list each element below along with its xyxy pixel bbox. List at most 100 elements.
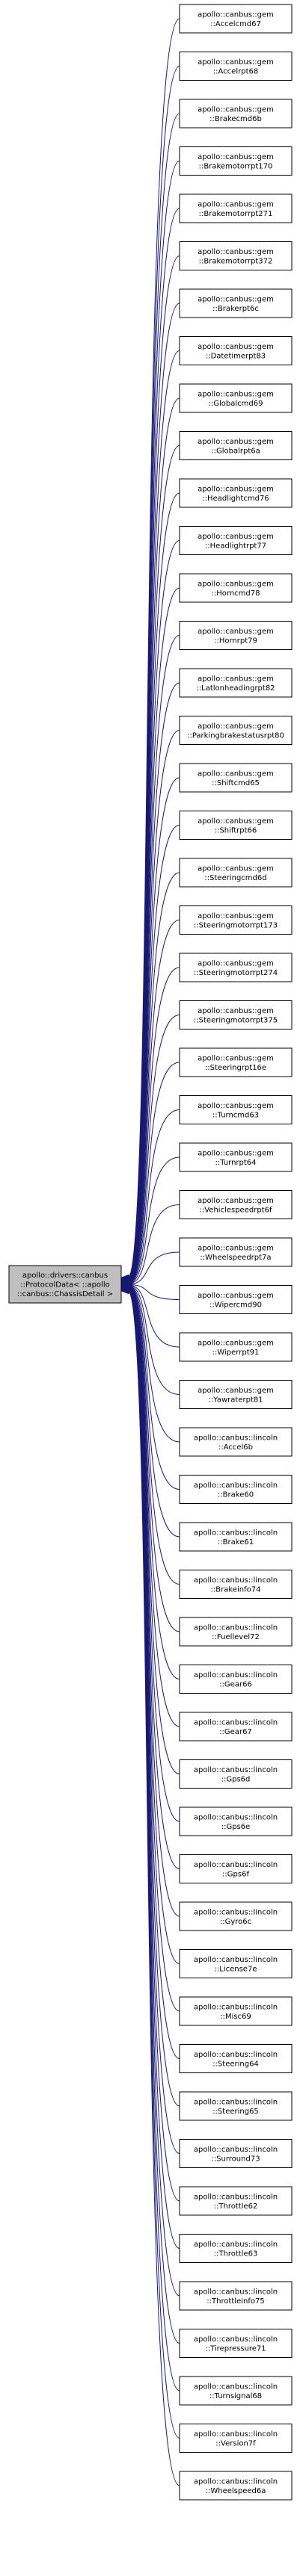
class-node-label-line-2: ::Turncmd63 <box>212 1111 259 1119</box>
class-node-gem-wipercmd90[interactable]: apollo::canbus::gem::Wipercmd90 <box>179 1285 293 1314</box>
class-node-gem-wiperrpt91[interactable]: apollo::canbus::gem::Wiperrpt91 <box>179 1332 293 1362</box>
class-node-label-line-2: ::Wipercmd90 <box>209 1301 262 1309</box>
class-node-gem-accelrpt68[interactable]: apollo::canbus::gem::Accelrpt68 <box>179 52 293 81</box>
class-node-label-line-2: ::Brake61 <box>218 1538 254 1546</box>
class-node-label-line-2: ::Headlightcmd76 <box>202 495 269 503</box>
class-node-lincoln-gear67[interactable]: apollo::canbus::lincoln::Gear67 <box>179 1712 293 1741</box>
class-node-gem-brakemotorrpt271[interactable]: apollo::canbus::gem::Brakemotorrpt271 <box>179 193 293 223</box>
class-node-gem-datetimerpt83[interactable]: apollo::canbus::gem::Datetimerpt83 <box>179 336 293 365</box>
class-node-lincoln-gps6e[interactable]: apollo::canbus::lincoln::Gps6e <box>179 1806 293 1836</box>
edge-lincoln-gps6e <box>127 1287 180 1822</box>
class-node-label-line-2: ::Brakemotorrpt170 <box>199 162 273 170</box>
class-node-gem-steeringmotorrpt375[interactable]: apollo::canbus::gem::Steeringmotorrpt375 <box>179 1000 293 1030</box>
class-node-gem-steeringmotorrpt274[interactable]: apollo::canbus::gem::Steeringmotorrpt274 <box>179 953 293 982</box>
class-node-label-line-1: apollo::canbus::gem <box>198 1054 274 1062</box>
edge-gem-vehiclespeedrpt6f <box>127 1204 180 1285</box>
class-node-lincoln-steering64[interactable]: apollo::canbus::lincoln::Steering64 <box>179 2044 293 2073</box>
class-node-label-line-1: apollo::canbus::gem <box>198 58 274 66</box>
class-node-label-line-1: apollo::canbus::gem <box>198 1244 274 1252</box>
class-node-gem-steeringmotorrpt173[interactable]: apollo::canbus::gem::Steeringmotorrpt173 <box>179 905 293 935</box>
edge-gem-wheelspeedrpt7a <box>127 1251 180 1285</box>
class-node-gem-parkingbrakestatusrpt80[interactable]: apollo::canbus::gem::Parkingbrakestatusr… <box>179 716 293 745</box>
class-node-box <box>179 1522 293 1552</box>
class-node-gem-brakemotorrpt170[interactable]: apollo::canbus::gem::Brakemotorrpt170 <box>179 146 293 176</box>
class-node-lincoln-brake60[interactable]: apollo::canbus::lincoln::Brake60 <box>179 1475 293 1504</box>
class-node-lincoln-license7e[interactable]: apollo::canbus::lincoln::License7e <box>179 1949 293 1978</box>
edge-gem-wiperrpt91 <box>127 1284 180 1348</box>
class-node-lincoln-gear66[interactable]: apollo::canbus::lincoln::Gear66 <box>179 1665 293 1694</box>
class-node-lincoln-misc69[interactable]: apollo::canbus::lincoln::Misc69 <box>179 1996 293 2026</box>
class-node-label-line-2: ::Shiftrpt66 <box>215 826 257 835</box>
class-node-lincoln-fuellevel72[interactable]: apollo::canbus::lincoln::Fuellevel72 <box>179 1617 293 1647</box>
class-node-label-line-2: ::Gear67 <box>219 1728 252 1736</box>
class-node-gem-horncmd78[interactable]: apollo::canbus::gem::Horncmd78 <box>179 573 293 603</box>
class-node-gem-globalcmd69[interactable]: apollo::canbus::gem::Globalcmd69 <box>179 383 293 413</box>
class-node-label-line-2: ::Steeringmotorrpt173 <box>194 921 278 929</box>
class-node-gem-turncmd63[interactable]: apollo::canbus::gem::Turncmd63 <box>179 1095 293 1124</box>
class-node-lincoln-throttle63[interactable]: apollo::canbus::lincoln::Throttle63 <box>179 2234 293 2263</box>
class-node-label-line-1: apollo::canbus::gem <box>198 912 274 920</box>
class-node-gem-brakemotorrpt372[interactable]: apollo::canbus::gem::Brakemotorrpt372 <box>179 241 293 270</box>
class-node-gem-brakerpt6c[interactable]: apollo::canbus::gem::Brakerpt6c <box>179 288 293 318</box>
class-node-gem-globalrpt6a[interactable]: apollo::canbus::gem::Globalrpt6a <box>179 431 293 460</box>
edge-gem-turnrpt64 <box>127 1157 180 1284</box>
class-node-label-line-1: apollo::canbus::lincoln <box>194 1671 278 1679</box>
class-node-lincoln-surround73[interactable]: apollo::canbus::lincoln::Surround73 <box>179 2139 293 2168</box>
class-node-label-line-2: ::Turnrpt64 <box>215 1159 256 1167</box>
class-node-box <box>179 858 293 888</box>
class-node-box <box>179 811 293 840</box>
class-node-lincoln-tirepressure71[interactable]: apollo::canbus::lincoln::Tirepressure71 <box>179 2329 293 2358</box>
class-node-label-line-1: apollo::canbus::gem <box>198 1387 274 1395</box>
class-node-lincoln-steering65[interactable]: apollo::canbus::lincoln::Steering65 <box>179 2091 293 2121</box>
class-node-gem-vehiclespeedrpt6f[interactable]: apollo::canbus::gem::Vehiclespeedrpt6f <box>179 1190 293 1219</box>
edge-lincoln-gear67 <box>127 1287 180 1727</box>
class-node-lincoln-brake61[interactable]: apollo::canbus::lincoln::Brake61 <box>179 1522 293 1552</box>
class-node-gem-steeringcmd6d[interactable]: apollo::canbus::gem::Steeringcmd6d <box>179 858 293 888</box>
class-node-label-line-2: ::Brakerpt6c <box>212 305 259 313</box>
class-node-label-line-1: apollo::canbus::gem <box>198 105 274 114</box>
class-node-gem-headlightrpt77[interactable]: apollo::canbus::gem::Headlightrpt77 <box>179 526 293 555</box>
class-node-box <box>179 621 293 650</box>
class-node-box <box>179 1475 293 1504</box>
class-node-gem-shiftcmd65[interactable]: apollo::canbus::gem::Shiftcmd65 <box>179 763 293 793</box>
class-node-label-line-1: apollo::canbus::lincoln <box>194 2003 278 2011</box>
class-node-box <box>179 1996 293 2026</box>
class-node-gem-hornrpt79[interactable]: apollo::canbus::gem::Hornrpt79 <box>179 621 293 650</box>
class-node-label-line-1: apollo::canbus::lincoln <box>194 1813 278 1821</box>
class-node-lincoln-throttle62[interactable]: apollo::canbus::lincoln::Throttle62 <box>179 2186 293 2216</box>
edge-lincoln-fuellevel72 <box>127 1286 180 1632</box>
class-node-lincoln-gyro6c[interactable]: apollo::canbus::lincoln::Gyro6c <box>179 1901 293 1931</box>
class-node-box <box>179 288 293 318</box>
class-node-gem-turnrpt64[interactable]: apollo::canbus::gem::Turnrpt64 <box>179 1142 293 1172</box>
class-node-label-line-1: apollo::canbus::lincoln <box>194 2335 278 2344</box>
class-node-gem-latlonheadingrpt82[interactable]: apollo::canbus::gem::Latlonheadingrpt82 <box>179 668 293 698</box>
class-node-gem-brakecmd6b[interactable]: apollo::canbus::gem::Brakecmd6b <box>179 99 293 129</box>
class-node-lincoln-brakeinfo74[interactable]: apollo::canbus::lincoln::Brakeinfo74 <box>179 1570 293 1599</box>
class-node-label-line-2: ::Datetimerpt83 <box>206 352 266 360</box>
class-node-gem-headlightcmd76[interactable]: apollo::canbus::gem::Headlightcmd76 <box>179 478 293 508</box>
base-class-node[interactable]: apollo::drivers::canbus::ProtocolData< :… <box>8 1265 122 1304</box>
edge-gem-steeringcmd6d <box>127 872 180 1283</box>
class-node-lincoln-gps6d[interactable]: apollo::canbus::lincoln::Gps6d <box>179 1759 293 1789</box>
class-node-lincoln-wheelspeed6a[interactable]: apollo::canbus::lincoln::Wheelspeed6a <box>179 2471 293 2501</box>
class-node-label-line-1: apollo::canbus::lincoln <box>194 2288 278 2296</box>
class-node-gem-yawraterpt81[interactable]: apollo::canbus::gem::Yawraterpt81 <box>179 1380 293 1409</box>
class-node-lincoln-version7f[interactable]: apollo::canbus::lincoln::Version7f <box>179 2424 293 2453</box>
class-node-box <box>179 99 293 129</box>
class-node-lincoln-gps6f[interactable]: apollo::canbus::lincoln::Gps6f <box>179 1854 293 1883</box>
class-node-lincoln-turnsignal68[interactable]: apollo::canbus::lincoln::Turnsignal68 <box>179 2376 293 2406</box>
class-node-label-line-2: ::Brakeinfo74 <box>211 1585 261 1594</box>
class-node-gem-steeringrpt16e[interactable]: apollo::canbus::gem::Steeringrpt16e <box>179 1047 293 1077</box>
class-node-gem-accelcmd67[interactable]: apollo::canbus::gem::Accelcmd67 <box>179 4 293 34</box>
class-node-label-line-1: apollo::canbus::lincoln <box>194 2383 278 2391</box>
class-node-lincoln-throttleinfo75[interactable]: apollo::canbus::lincoln::Throttleinfo75 <box>179 2281 293 2311</box>
class-node-label-line-1: apollo::canbus::lincoln <box>194 1908 278 1916</box>
class-node-gem-shiftrpt66[interactable]: apollo::canbus::gem::Shiftrpt66 <box>179 811 293 840</box>
class-node-lincoln-accel6b[interactable]: apollo::canbus::lincoln::Accel6b <box>179 1427 293 1457</box>
class-node-label-line-2: ::Throttle62 <box>214 2202 258 2211</box>
class-node-label-line-1: apollo::canbus::gem <box>198 1197 274 1205</box>
edge-gem-shiftrpt66 <box>127 825 180 1283</box>
class-node-gem-wheelspeedrpt7a[interactable]: apollo::canbus::gem::Wheelspeedrpt7a <box>179 1237 293 1267</box>
class-node-label-line-1: apollo::canbus::gem <box>198 1292 274 1300</box>
class-node-label-line-1: apollo::canbus::lincoln <box>194 1529 278 1537</box>
